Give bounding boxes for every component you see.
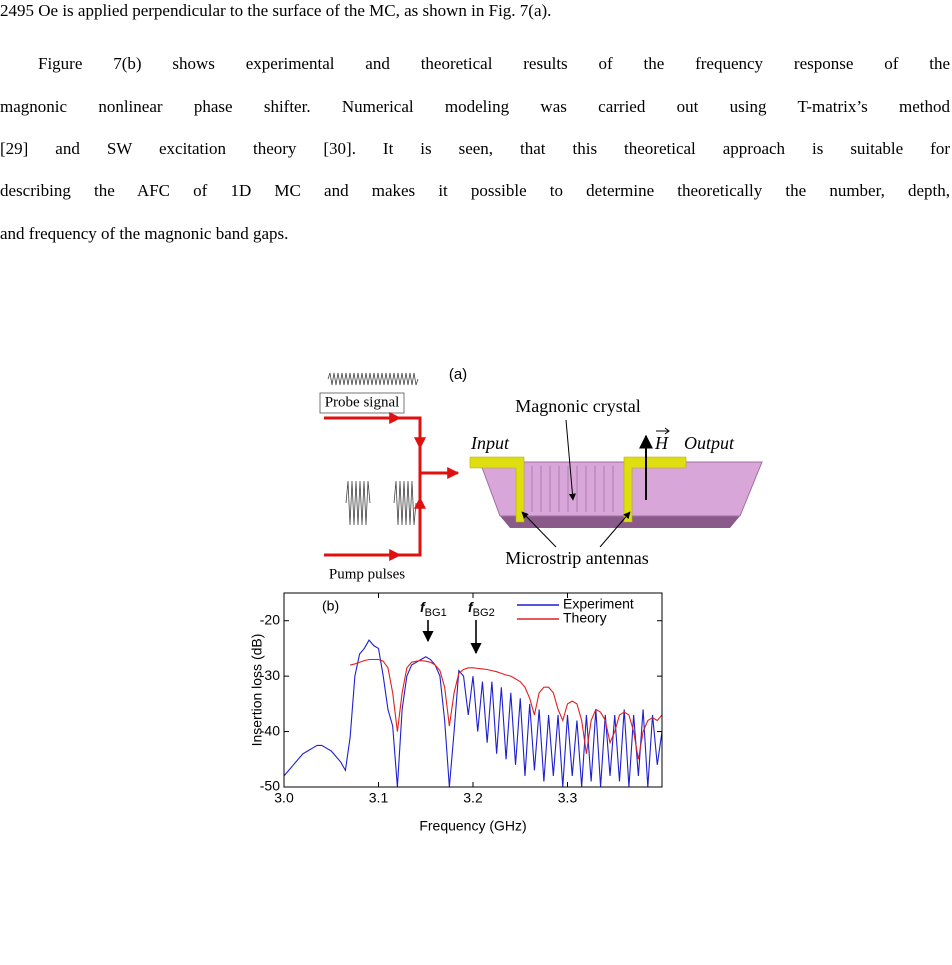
x-axis-label: Frequency (GHz) bbox=[419, 818, 526, 834]
legend-label: Theory bbox=[563, 610, 607, 626]
text-line: 2495 Oe is applied perpendicular to the … bbox=[0, 1, 552, 20]
text-line: describing the AFC of 1D MC and makes it… bbox=[0, 181, 950, 200]
series-line bbox=[283, 639, 663, 788]
x-tick-label: 3.3 bbox=[558, 790, 578, 806]
output-antenna bbox=[623, 456, 687, 523]
y-tick-label: -50 bbox=[260, 778, 280, 794]
pump-wave bbox=[345, 480, 417, 526]
crystal bbox=[479, 461, 763, 517]
text-line: magnonic nonlinear phase shifter. Numeri… bbox=[0, 97, 950, 116]
x-tick-label: 3.1 bbox=[369, 790, 389, 806]
y-tick-label: -40 bbox=[260, 722, 280, 738]
probe-label: Probe signal bbox=[325, 394, 400, 410]
annotation-subscript: BG2 bbox=[473, 607, 495, 619]
x-tick-label: 3.0 bbox=[274, 790, 294, 806]
annotation-letter: f bbox=[420, 599, 426, 615]
pump-label: Pump pulses bbox=[329, 566, 405, 582]
antennas-label: Microstrip antennas bbox=[505, 548, 648, 568]
legend-label: Experiment bbox=[563, 596, 634, 612]
pointer bbox=[521, 511, 557, 548]
series-line bbox=[350, 658, 663, 760]
panel-label: (b) bbox=[322, 598, 339, 614]
pump-path bbox=[324, 496, 426, 557]
pointer bbox=[599, 511, 631, 548]
annotation: fBG2 bbox=[468, 599, 495, 619]
diagram: Probe signal Pump pulses (a) Magnonic cr… bbox=[319, 366, 763, 582]
chart: -50 -40 -30 -20 3.0 3.1 3.2 3.3 Frequency (GHz) I… bbox=[249, 592, 663, 834]
y-tick-label: -20 bbox=[260, 611, 280, 627]
annotation: fBG1 bbox=[420, 599, 447, 619]
x-tick-label: 3.2 bbox=[463, 790, 483, 806]
output-path bbox=[418, 418, 458, 555]
text-line: [29] and SW excitation theory [30]. It i… bbox=[0, 139, 950, 158]
input-label: Input bbox=[470, 433, 510, 453]
annotation-subscript: BG1 bbox=[425, 607, 447, 619]
probe-wave bbox=[327, 372, 419, 386]
pointer bbox=[565, 419, 576, 501]
y-tick-label: -30 bbox=[260, 667, 280, 683]
substrate bbox=[500, 516, 740, 528]
output-label: Output bbox=[684, 433, 735, 453]
input-antenna bbox=[469, 456, 525, 523]
panel-label: (a) bbox=[449, 366, 467, 383]
text-line: Figure 7(b) shows experimental and theor… bbox=[38, 54, 950, 73]
grooves bbox=[531, 466, 614, 512]
crystal-label: Magnonic crystal bbox=[515, 396, 640, 416]
text-line: and frequency of the magnonic band gaps. bbox=[0, 224, 289, 243]
field-label: H bbox=[654, 433, 669, 453]
y-axis-label: Insertion loss (dB) bbox=[249, 634, 265, 747]
plot-frame bbox=[283, 592, 663, 788]
vector-arrow bbox=[656, 427, 670, 435]
probe-box bbox=[319, 392, 405, 414]
annotation-letter: f bbox=[468, 599, 474, 615]
probe-path bbox=[324, 416, 426, 450]
